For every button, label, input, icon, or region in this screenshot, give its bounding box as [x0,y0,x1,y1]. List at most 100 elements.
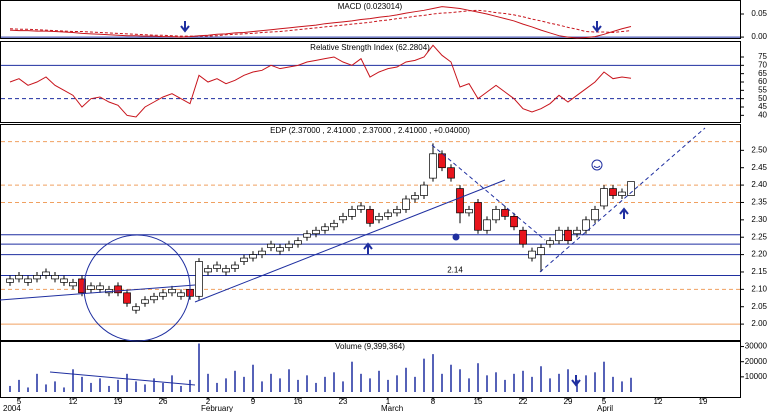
volume-bar [468,378,470,392]
volume-title: Volume (9,399,364) [335,342,405,351]
candle-body [87,285,95,290]
candle-body [465,209,473,214]
volume-bar [630,377,632,392]
candle-body [276,247,284,252]
candle-body [402,198,410,210]
annotations [0,21,706,387]
candle-body [294,240,302,245]
volume-bar [387,379,389,392]
candle-body [456,188,464,214]
volume-bar [279,378,281,392]
volume-bar [423,358,425,392]
volume-bar [27,387,29,392]
volume-bar [90,382,92,392]
volume-trend-line [49,371,196,386]
volume-bar [108,385,110,392]
y-tick-label: 55 [758,85,767,94]
candle-body [582,219,590,231]
x-tick-label: 19 [699,397,708,406]
volume-bar [288,369,290,392]
y-tick-label: 0.05 [751,9,767,18]
volume-bar [243,376,245,392]
candle-body [249,254,257,259]
volume-bar [351,361,353,392]
candle-body [321,226,329,231]
candle-body [537,247,545,255]
x-tick-label: 29 [564,397,573,406]
candle-body [69,282,77,287]
volume-bar [126,373,128,392]
price-panel [0,124,741,341]
highlight-circle [83,234,191,342]
volume-bar [558,373,560,392]
candle-body [15,275,23,280]
y-tick-label: 45 [758,102,767,111]
volume-bar [342,381,344,392]
candle-body [555,229,563,242]
candle-body [429,153,437,179]
x-group-label: February [201,404,233,412]
volume-bar [612,376,614,392]
volume-bar [513,373,515,392]
volume-bar [540,366,542,392]
down-arrow [571,375,581,387]
y-tick-label: 2.20 [751,250,767,259]
volume-bar [117,379,119,392]
volume-bar [18,379,20,392]
price-title: EDP (2.37000 , 2.41000 , 2.37000 , 2.410… [270,126,470,135]
candle-body [114,285,122,294]
smiley [591,159,603,171]
volume-bar [36,373,38,392]
down-arrow [592,21,602,33]
volume-bar [180,385,182,392]
candle-body [609,188,617,196]
y-tick-label: 2.25 [751,232,767,241]
volume-bar [504,379,506,392]
candle-body [267,243,275,248]
volume-bar [189,379,191,392]
y-tick-label: 50 [758,94,767,103]
series-line [9,9,632,37]
volume-bar [270,373,272,392]
x-tick-label: 9 [251,397,256,406]
candle-body [60,278,68,283]
candle-body [141,299,149,304]
x-tick-label: 5 [17,397,22,406]
candle-body [447,167,455,179]
candle-body [411,195,419,200]
candle-body [564,229,572,242]
volume-bar [252,364,254,392]
volume-bar [549,378,551,392]
y-tick-label: 20000 [745,357,768,366]
up-arrow [619,207,629,219]
volume-bar [621,381,623,392]
candle-body [240,257,248,262]
candle-body [519,229,527,245]
volume-bar [333,372,335,392]
volume-bar [162,382,164,392]
candle-body [204,268,212,273]
x-tick-label: 12 [654,397,663,406]
candle-body [348,209,356,217]
volume-bar [585,375,587,392]
candle-body [420,184,428,196]
volume-bar [306,375,308,392]
candle-body [195,261,203,297]
volume-bar [135,381,137,392]
y-tick-label: 0.00 [751,32,767,41]
volume-bar [477,363,479,392]
candle-body [339,216,347,221]
candle-body [546,240,554,245]
volume-bar [576,379,578,392]
volume-bar [216,382,218,392]
candle-body [159,292,167,297]
y-tick-label: 2.05 [751,302,767,311]
candle-body [150,295,158,301]
y-tick-label: 2.00 [751,319,767,328]
volume-bar [261,381,263,392]
y-tick-label: 2.30 [751,215,767,224]
macd-title: MACD (0.023014) [338,2,403,11]
candle-body [510,216,518,228]
